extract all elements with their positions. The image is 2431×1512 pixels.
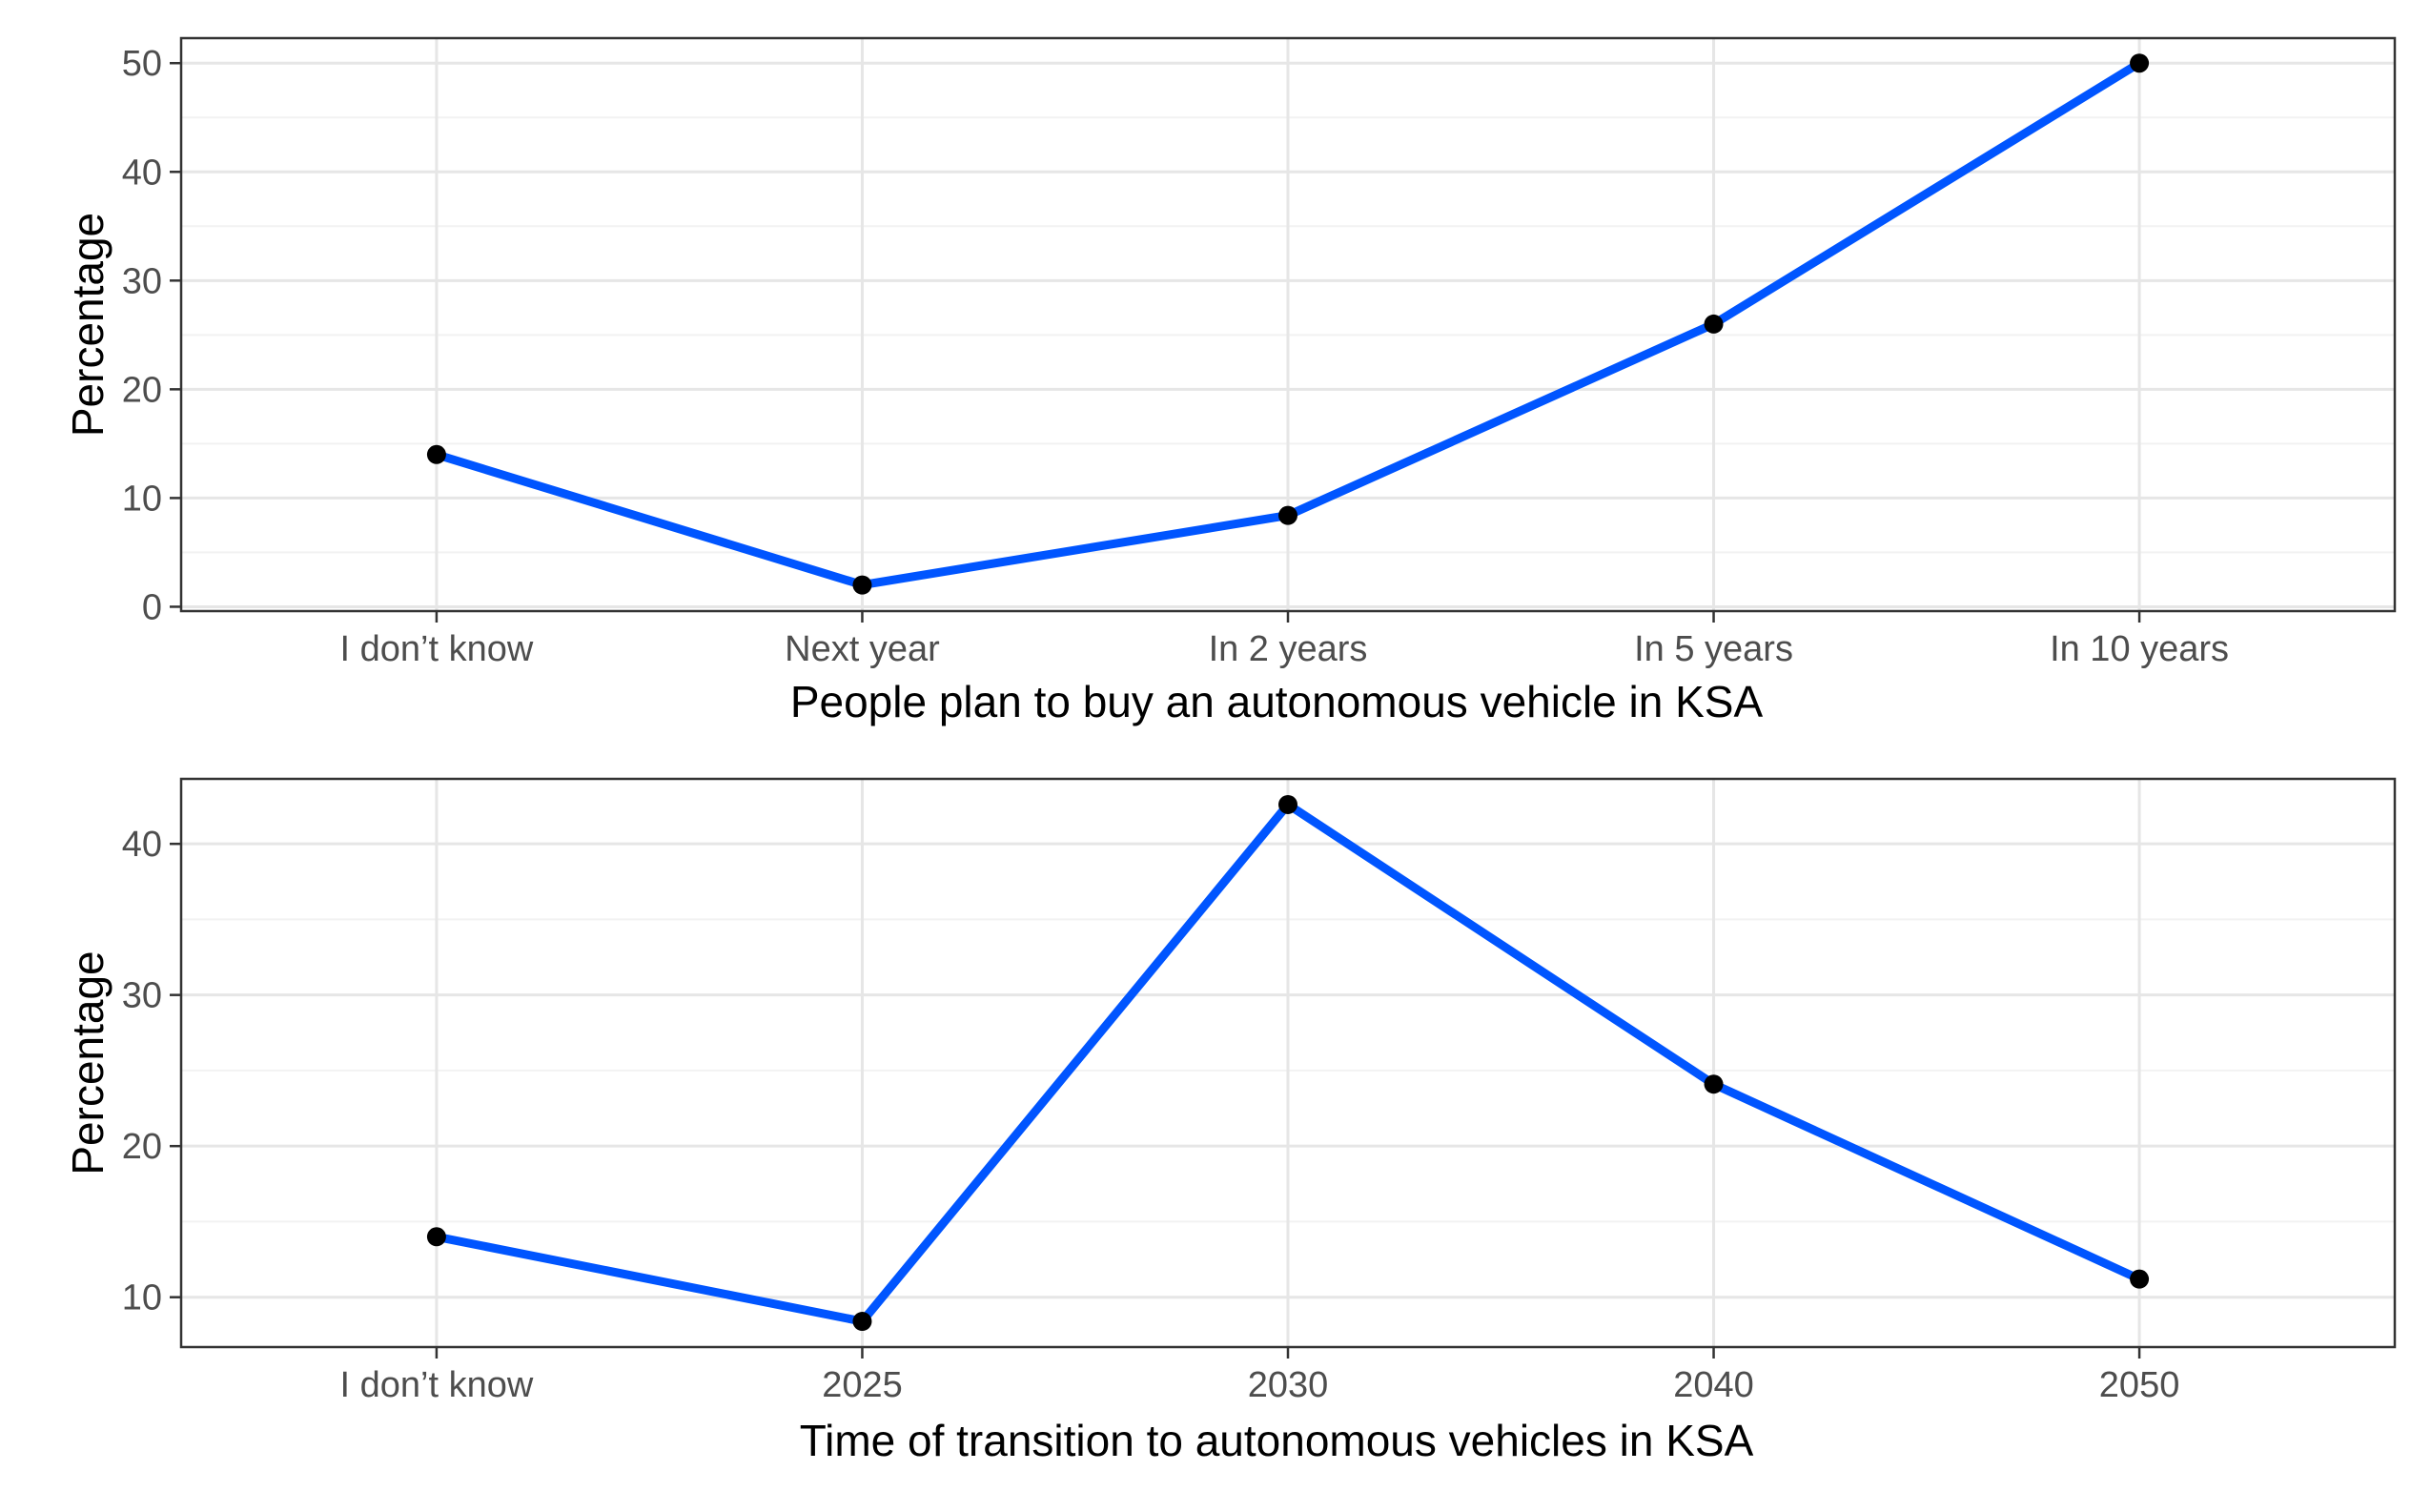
x-tick-label: 2030 <box>1248 1365 1329 1405</box>
x-tick-label: I don’t know <box>340 1365 534 1405</box>
x-axis: I don’t know 2025 2030 2040 2050 <box>340 1347 2180 1405</box>
x-tick-label: I don’t know <box>340 629 534 669</box>
data-point <box>852 575 872 595</box>
major-grid <box>181 38 2395 611</box>
data-point <box>852 1312 872 1332</box>
x-tick-label: Next year <box>785 629 940 669</box>
y-tick-label: 10 <box>122 1278 162 1318</box>
x-tick-label: 2025 <box>822 1365 903 1405</box>
x-axis: I don’t know Next year In 2 years In 5 year… <box>340 611 2229 669</box>
y-tick-label: 50 <box>122 44 162 84</box>
y-tick-label: 10 <box>122 479 162 519</box>
y-axis-title: Percentage <box>63 950 112 1175</box>
data-point <box>426 1227 446 1247</box>
data-points <box>426 53 2150 595</box>
data-point <box>1704 314 1724 334</box>
y-axis-title: Percentage <box>63 213 112 437</box>
data-point <box>1278 505 1297 525</box>
y-axis: 10 20 30 40 <box>122 825 181 1318</box>
data-point <box>2130 1269 2150 1289</box>
y-tick-label: 20 <box>122 1127 162 1167</box>
y-tick-label: 0 <box>142 587 162 627</box>
x-tick-label: In 10 years <box>2050 629 2229 669</box>
major-grid <box>181 779 2395 1347</box>
data-points <box>426 794 2150 1332</box>
y-tick-label: 40 <box>122 153 162 193</box>
data-point <box>426 444 446 464</box>
data-point <box>2130 53 2150 73</box>
y-tick-label: 40 <box>122 825 162 865</box>
y-tick-label: 20 <box>122 370 162 410</box>
data-point <box>1704 1074 1724 1094</box>
x-axis-title: Time of transition to autonomous vehicle… <box>800 1416 1754 1465</box>
y-axis: 0 10 20 30 40 50 <box>122 44 181 627</box>
y-tick-label: 30 <box>122 261 162 301</box>
x-tick-label: 2050 <box>2099 1365 2180 1405</box>
x-tick-label: 2040 <box>1673 1365 1754 1405</box>
x-axis-title: People plan to buy an autonomous vehicle… <box>790 677 1764 726</box>
x-tick-label: In 2 years <box>1209 629 1368 669</box>
chart-panel-1: 0 10 20 30 40 50 I don’t know Next year In 2 ye… <box>63 36 2397 726</box>
data-point <box>1278 794 1297 814</box>
x-tick-label: In 5 years <box>1634 629 1793 669</box>
y-tick-label: 30 <box>122 976 162 1016</box>
